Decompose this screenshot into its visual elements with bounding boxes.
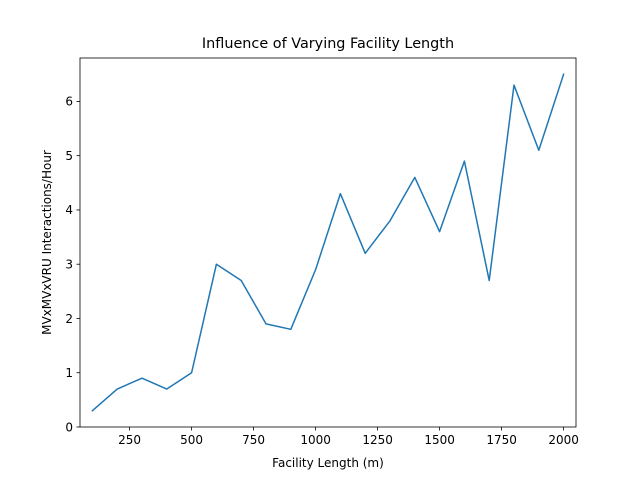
series-line xyxy=(91,73,565,412)
x-tick-label: 500 xyxy=(180,433,203,447)
y-tick-label: 3 xyxy=(65,258,73,272)
y-tick-label: 2 xyxy=(65,312,73,326)
y-tick-label: 6 xyxy=(65,95,73,109)
y-tick-label: 0 xyxy=(65,420,73,434)
y-axis-title: MVxMVxVRU Interactions/Hour xyxy=(40,150,54,335)
x-tick-label: 2000 xyxy=(548,433,579,447)
y-axis: 0 1 2 3 4 5 6 xyxy=(65,95,80,434)
x-tick-label: 1500 xyxy=(424,433,455,447)
x-tick-label: 1750 xyxy=(486,433,517,447)
x-tick-label: 1000 xyxy=(300,433,331,447)
x-axis-title: Facility Length (m) xyxy=(272,456,384,470)
x-tick-label: 250 xyxy=(118,433,141,447)
y-tick-label: 4 xyxy=(65,203,73,217)
chart-title: Influence of Varying Facility Length xyxy=(202,36,454,52)
x-axis: 250 500 750 1000 1250 1500 1750 2000 xyxy=(118,427,579,447)
y-tick-label: 5 xyxy=(65,149,73,163)
y-tick-label: 1 xyxy=(65,366,73,380)
plot-area xyxy=(91,73,565,412)
plot-frame xyxy=(79,57,577,428)
x-tick-label: 1250 xyxy=(362,433,393,447)
x-tick-label: 750 xyxy=(242,433,265,447)
